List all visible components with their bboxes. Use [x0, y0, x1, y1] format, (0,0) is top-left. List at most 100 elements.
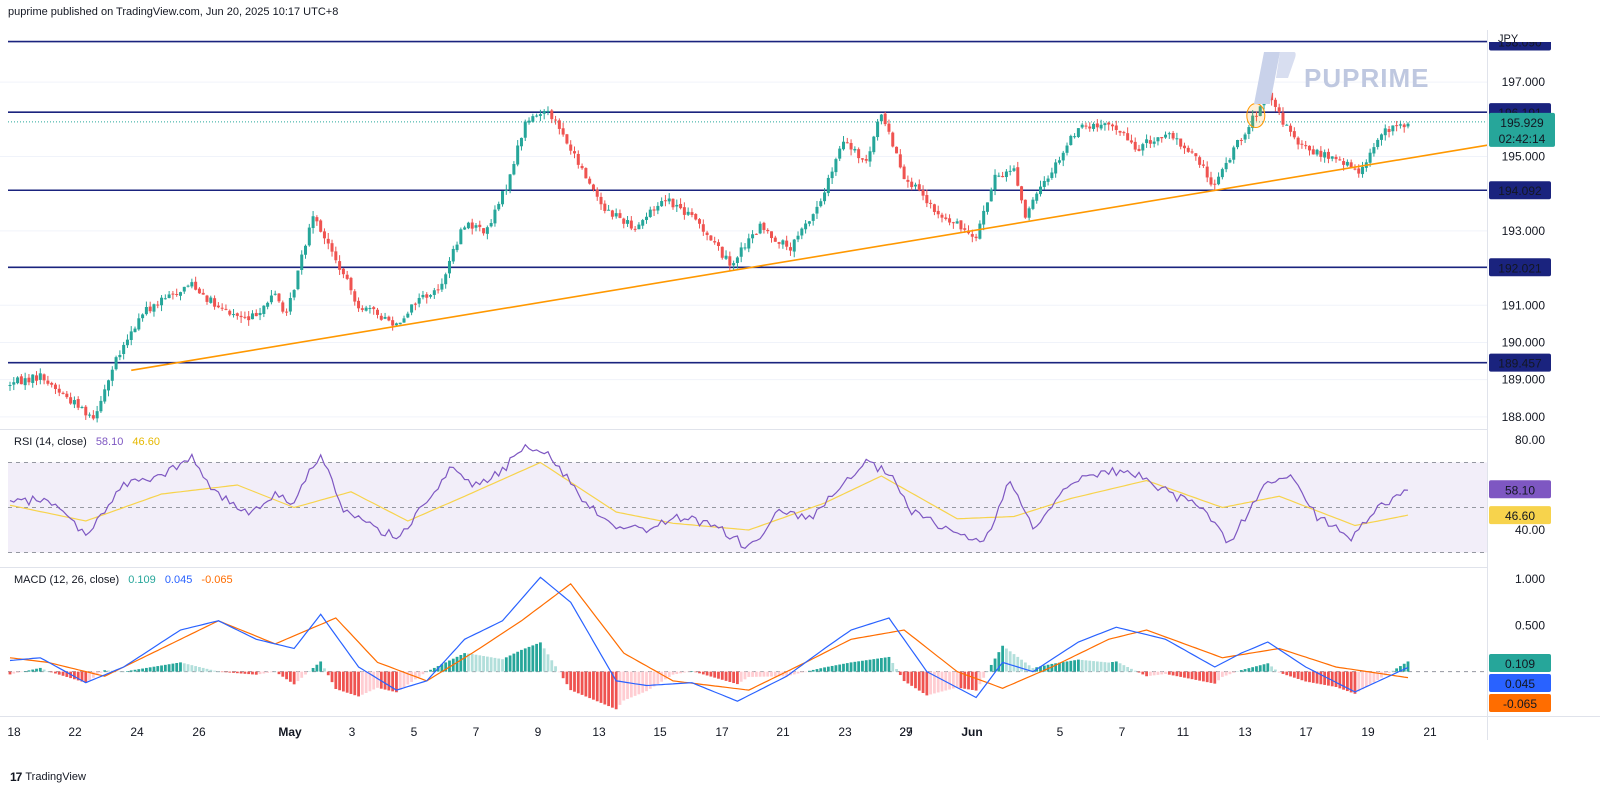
- macd-histogram-bar: [152, 666, 156, 672]
- candle-body: [474, 225, 478, 228]
- candle-body: [887, 123, 891, 132]
- macd-histogram-bar: [467, 653, 470, 672]
- candle-body: [1402, 124, 1406, 128]
- candle-body: [1186, 147, 1190, 152]
- macd-histogram-bar: [523, 648, 527, 672]
- candle-body: [978, 223, 982, 239]
- candle-body: [527, 120, 531, 123]
- rsi-ma-value-box: [1489, 506, 1551, 525]
- candle-body: [898, 154, 902, 168]
- macd-histogram-bar: [160, 665, 163, 672]
- candle-body: [1232, 147, 1236, 160]
- rsi-ma-value-label: 46.60: [1505, 509, 1535, 523]
- time-tick-label: 17: [715, 725, 729, 739]
- candle-body: [561, 128, 565, 135]
- macd-histogram-bar: [501, 659, 504, 672]
- macd-histogram-bar: [807, 670, 811, 672]
- rsi-value-box: [1489, 480, 1551, 499]
- macd-histogram-bar: [1205, 671, 1209, 683]
- macd-histogram-bar: [853, 661, 857, 672]
- candle-body: [345, 274, 349, 279]
- candle-body: [379, 315, 383, 320]
- price-tick-label: 189.000: [1502, 373, 1546, 387]
- macd-histogram-bar: [1008, 651, 1012, 672]
- macd-histogram-bar: [1065, 661, 1069, 672]
- macd-histogram-bar: [1334, 671, 1338, 687]
- macd-histogram-bar: [118, 671, 122, 672]
- candle-body: [879, 114, 883, 122]
- macd-histogram-bar: [470, 654, 474, 672]
- macd-histogram-bar: [421, 671, 425, 675]
- candle-body: [194, 281, 198, 290]
- candle-body: [1345, 161, 1349, 166]
- candle-body: [220, 307, 224, 309]
- macd-histogram-bar: [770, 671, 773, 677]
- candle-body: [853, 148, 857, 151]
- macd-histogram-bar: [982, 671, 986, 678]
- macd-histogram-bar: [364, 671, 368, 693]
- candle-body: [152, 304, 156, 312]
- macd-histogram-bar: [1175, 671, 1179, 677]
- candle-body: [1084, 125, 1088, 127]
- candle-body: [1213, 183, 1217, 185]
- macd-histogram-bar: [330, 671, 334, 683]
- candle-body: [300, 254, 304, 270]
- brand-watermark: PUPRIME: [1250, 52, 1429, 104]
- macd-histogram-bar: [667, 671, 671, 677]
- candle-body: [1057, 160, 1061, 163]
- macd-histogram-bar: [1399, 666, 1402, 672]
- macd-histogram-bar: [144, 667, 148, 672]
- macd-histogram-bar: [1345, 671, 1349, 692]
- candle-body: [235, 313, 239, 316]
- macd-histogram-bar: [645, 671, 648, 692]
- macd-histogram-bar: [830, 665, 834, 672]
- footer-text: TradingView: [25, 771, 86, 783]
- candle-body: [826, 177, 830, 194]
- macd-histogram-bar: [842, 663, 845, 672]
- candle-body: [304, 245, 308, 255]
- candle-body: [709, 235, 713, 241]
- macd-histogram-bar: [1239, 670, 1243, 672]
- candle-body: [125, 339, 129, 346]
- horizontal-levels[interactable]: 198.090196.191194.092192.021189.457195.9…: [8, 30, 1555, 372]
- candle-body: [254, 312, 258, 317]
- macd-histogram-bar: [1364, 671, 1368, 687]
- trendline[interactable]: [131, 103, 1489, 372]
- macd-histogram-bar: [872, 659, 876, 672]
- candle-body: [425, 294, 429, 298]
- candle-body: [1001, 175, 1005, 178]
- macd-histogram-bar: [861, 660, 864, 672]
- macd-histogram-bar: [1099, 661, 1103, 672]
- candle-body: [607, 209, 611, 211]
- time-tick-label: 26: [192, 725, 206, 739]
- macd-histogram-bar: [1058, 662, 1061, 672]
- candle-body: [641, 220, 645, 226]
- macd-histogram-bar: [360, 671, 364, 695]
- candle-body: [679, 203, 683, 209]
- macd-histogram-bar: [951, 671, 955, 689]
- candle-body: [675, 204, 679, 207]
- macd-histogram-bar: [554, 666, 557, 672]
- candle-body: [663, 200, 667, 202]
- price-tick-label: 195.000: [1502, 149, 1546, 163]
- candle-body: [1368, 152, 1372, 163]
- candle-body: [307, 227, 311, 246]
- current-price-label: 195.929: [1500, 116, 1544, 130]
- candle-body: [948, 218, 952, 223]
- candle-body: [565, 134, 569, 144]
- candle-body: [444, 274, 448, 285]
- macd-histogram-bar: [758, 671, 762, 677]
- candle-body: [23, 378, 27, 386]
- candle-body: [868, 151, 872, 162]
- candle-body: [1190, 151, 1194, 153]
- candle-body: [91, 415, 95, 419]
- candle-body: [671, 198, 675, 208]
- candle-body: [341, 268, 345, 275]
- candle-body: [1156, 137, 1160, 142]
- tradingview-logo-icon: 17: [10, 770, 22, 784]
- candle-body: [156, 304, 160, 306]
- macd-histogram-bar: [906, 671, 910, 684]
- candle-body: [1107, 122, 1111, 125]
- macd-histogram-bar: [1247, 668, 1251, 672]
